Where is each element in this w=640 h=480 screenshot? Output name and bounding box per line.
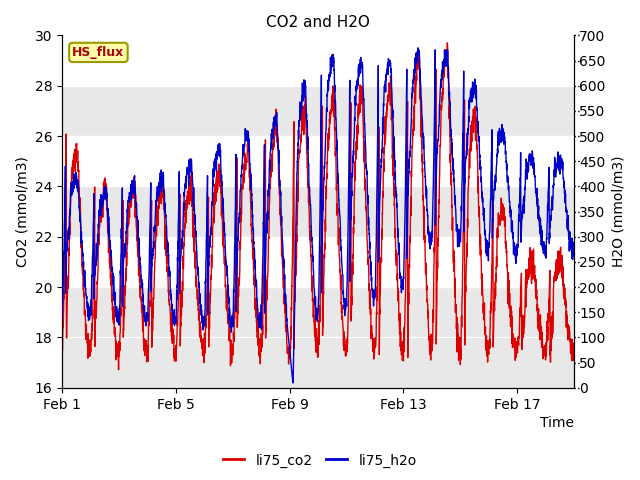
- Legend: li75_co2, li75_h2o: li75_co2, li75_h2o: [218, 448, 422, 473]
- Bar: [62, 36, 574, 86]
- Y-axis label: CO2 (mmol/m3): CO2 (mmol/m3): [15, 156, 29, 267]
- Title: CO2 and H2O: CO2 and H2O: [266, 15, 370, 30]
- Text: Time: Time: [540, 416, 574, 430]
- Bar: [62, 237, 574, 287]
- Text: HS_flux: HS_flux: [72, 46, 125, 59]
- Bar: [62, 136, 574, 186]
- Y-axis label: H2O (mmol/m3): H2O (mmol/m3): [611, 156, 625, 267]
